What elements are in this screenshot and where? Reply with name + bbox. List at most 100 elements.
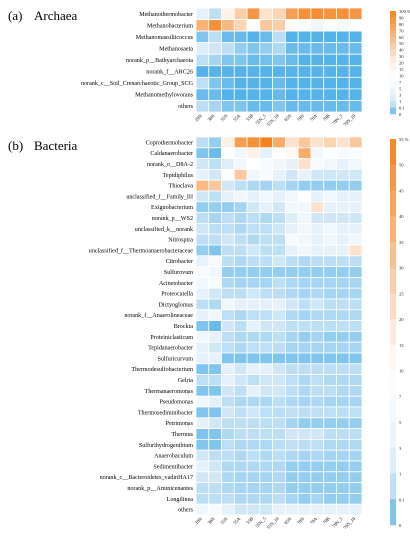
heatmap-cell [208,255,222,268]
heatmap-cell [310,330,325,343]
heatmap-cell [297,136,312,149]
heatmap-cell [348,363,363,375]
heatmap-cell [272,201,286,214]
heatmap-cell [246,42,261,55]
heatmap-cell [246,298,261,311]
heatmap-cell [336,19,350,32]
heatmap-cell [348,158,363,170]
heatmap-cell [348,428,363,440]
heatmap-cell [272,309,286,321]
row-label: Methanomethylovorans [135,93,194,99]
heatmap-cell [310,30,325,44]
heatmap-cell [297,363,312,375]
heatmap-cell [284,438,299,451]
row-label: Methanomassiliicoccus [136,35,194,41]
bacteria-heatmap-cells [195,136,363,516]
column-label: 70N_10 [342,516,356,530]
row-label: norank_p__Aminicenantes [127,486,193,492]
heatmap-cell [323,438,337,451]
heatmap-cell [336,341,350,354]
heatmap-cell [272,7,286,20]
heatmap-cell [297,406,312,419]
heatmap-cell [310,320,325,332]
heatmap-cell [259,330,274,343]
heatmap-cell [297,7,312,20]
heatmap-cell [297,158,312,170]
heatmap-cell [297,233,312,246]
heatmap-cell [272,320,286,332]
heatmap-cell [246,276,261,289]
heatmap-cell [246,406,261,419]
heatmap-cell [297,287,312,300]
heatmap-cell [323,30,337,44]
heatmap-cell [195,482,210,494]
heatmap-cell [233,255,248,268]
heatmap-cell [272,363,286,375]
heatmap-cell [323,233,337,246]
column-label: 70N [296,113,306,123]
heatmap-cell [348,222,363,235]
heatmap-cell [195,384,210,397]
column-label: 70A [309,113,319,123]
heatmap-cell [284,201,299,214]
column-label: 65N [283,516,293,526]
heatmap-cell [233,266,248,278]
heatmap-cell [323,168,337,181]
heatmap-cell [348,168,363,181]
heatmap-cell [195,449,210,462]
heatmap-cell [259,158,274,170]
heatmap-cell [195,417,210,429]
heatmap-cell [348,449,363,462]
heatmap-cell [336,276,350,289]
heatmap-cell [233,19,248,32]
heatmap-cell [259,460,274,473]
heatmap-cell [272,100,286,113]
heatmap-cell [297,100,312,113]
heatmap-cell [246,482,261,494]
heatmap-cell [336,42,350,55]
heatmap-cell [272,168,286,181]
heatmap-cell [195,190,210,203]
heatmap-cell [284,42,299,55]
heatmap-cell [297,266,312,278]
heatmap-cell [208,287,222,300]
heatmap-cell [272,330,286,343]
heatmap-cell [348,53,363,67]
heatmap-cell [310,147,325,160]
heatmap-cell [195,179,210,192]
heatmap-cell [297,19,312,32]
column-label: 20N [194,113,204,123]
colorbar-tick-label: 20 [399,317,404,322]
heatmap-cell [323,341,337,354]
heatmap-cell [233,503,248,516]
heatmap-cell [323,471,337,483]
heatmap-cell [310,352,325,365]
heatmap-cell [336,190,350,203]
heatmap-cell [208,19,222,32]
heatmap-cell [221,201,235,214]
colorbar-tick-label: 100 % [399,9,410,14]
heatmap-cell [195,492,210,505]
heatmap-cell [348,287,363,300]
heatmap-cell [284,244,299,257]
row-label: norank_c__Soil_Crenarchaeotic_Group_SCG [81,81,194,87]
heatmap-cell [246,384,261,397]
heatmap-cell [284,179,299,192]
heatmap-cell [272,287,286,300]
heatmap-cell [348,276,363,289]
heatmap-cell [323,19,337,32]
heatmap-cell [195,30,210,44]
heatmap-cell [233,309,248,321]
heatmap-cell [336,352,350,365]
colorbar-segment [390,94,396,102]
heatmap-cell [221,76,235,90]
heatmap-cell [310,100,325,113]
heatmap-cell [336,158,350,170]
heatmap-cell [221,136,235,149]
heatmap-cell [272,53,286,67]
heatmap-cell [284,384,299,397]
column-label: 70B [322,113,331,122]
heatmap-cell [208,276,222,289]
heatmap-cell [259,168,274,181]
colorbar-tick-label: 5 [399,86,402,91]
